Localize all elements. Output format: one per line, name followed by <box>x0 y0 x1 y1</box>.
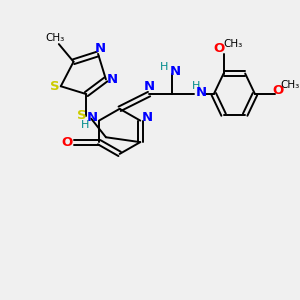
Text: O: O <box>61 136 72 149</box>
Text: N: N <box>87 111 98 124</box>
Text: CH₃: CH₃ <box>281 80 300 90</box>
Text: H: H <box>192 81 200 91</box>
Text: O: O <box>272 84 283 97</box>
Text: N: N <box>143 80 155 93</box>
Text: H: H <box>81 121 89 130</box>
Text: N: N <box>94 43 106 56</box>
Text: S: S <box>76 109 86 122</box>
Text: S: S <box>50 80 60 93</box>
Text: N: N <box>107 73 118 86</box>
Text: N: N <box>170 65 181 78</box>
Text: CH₃: CH₃ <box>45 33 64 43</box>
Text: CH₃: CH₃ <box>224 39 243 49</box>
Text: N: N <box>196 85 207 99</box>
Text: N: N <box>142 111 153 124</box>
Text: O: O <box>213 41 224 55</box>
Text: H: H <box>160 61 168 72</box>
